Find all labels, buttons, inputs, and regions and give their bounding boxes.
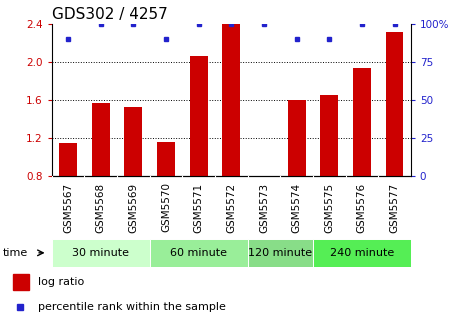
Bar: [353, 69, 371, 176]
Text: 60 minute: 60 minute: [170, 248, 227, 258]
Text: GDS302 / 4257: GDS302 / 4257: [52, 7, 167, 23]
Text: GSM5570: GSM5570: [161, 182, 171, 233]
Bar: [320, 95, 338, 176]
Bar: [287, 100, 305, 176]
Bar: [124, 107, 142, 176]
FancyBboxPatch shape: [150, 239, 247, 266]
Text: GSM5573: GSM5573: [259, 182, 269, 233]
Text: log ratio: log ratio: [38, 277, 84, 287]
Text: GSM5577: GSM5577: [390, 182, 400, 233]
Text: 120 minute: 120 minute: [248, 248, 312, 258]
Bar: [386, 32, 404, 176]
Bar: [59, 143, 77, 176]
Text: GSM5574: GSM5574: [291, 182, 302, 233]
Text: GSM5569: GSM5569: [128, 182, 138, 233]
FancyBboxPatch shape: [313, 239, 411, 266]
FancyBboxPatch shape: [247, 239, 313, 266]
Text: GSM5567: GSM5567: [63, 182, 73, 233]
Text: 240 minute: 240 minute: [330, 248, 394, 258]
Bar: [157, 142, 175, 176]
Text: GSM5571: GSM5571: [194, 182, 203, 233]
Bar: [255, 176, 273, 181]
Bar: [222, 24, 240, 176]
Bar: [92, 103, 110, 176]
Bar: [13, 274, 29, 290]
FancyBboxPatch shape: [52, 239, 150, 266]
Text: GSM5572: GSM5572: [226, 182, 236, 233]
Text: percentile rank within the sample: percentile rank within the sample: [38, 302, 226, 311]
Bar: [189, 56, 207, 176]
Text: GSM5575: GSM5575: [324, 182, 334, 233]
Text: GSM5576: GSM5576: [357, 182, 367, 233]
Text: time: time: [2, 248, 27, 258]
Text: 30 minute: 30 minute: [72, 248, 129, 258]
Text: GSM5568: GSM5568: [96, 182, 106, 233]
